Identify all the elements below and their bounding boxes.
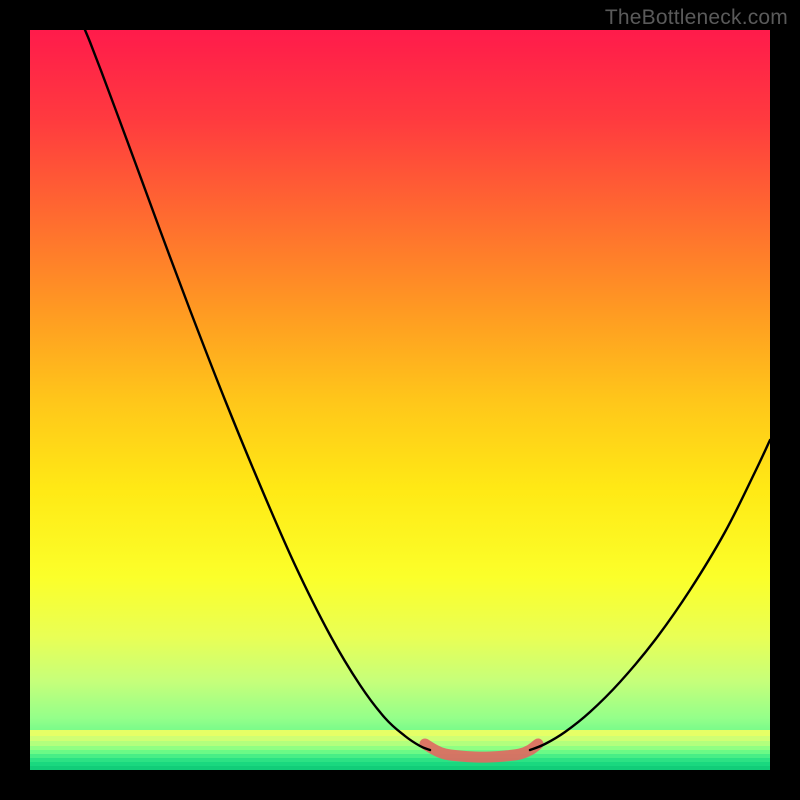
bottom-stripe bbox=[30, 762, 770, 766]
plot-area bbox=[30, 30, 770, 770]
watermark-text: TheBottleneck.com bbox=[605, 6, 788, 30]
bottom-stripe bbox=[30, 766, 770, 770]
bottom-stripe bbox=[30, 750, 770, 754]
plot-svg bbox=[30, 30, 770, 770]
bottom-stripe bbox=[30, 741, 770, 746]
bottom-stripe bbox=[30, 754, 770, 758]
bottom-stripe bbox=[30, 736, 770, 741]
gradient-background bbox=[30, 30, 770, 770]
chart-frame: TheBottleneck.com bbox=[0, 0, 800, 800]
bottom-stripe bbox=[30, 746, 770, 750]
bottom-stripe bbox=[30, 758, 770, 762]
